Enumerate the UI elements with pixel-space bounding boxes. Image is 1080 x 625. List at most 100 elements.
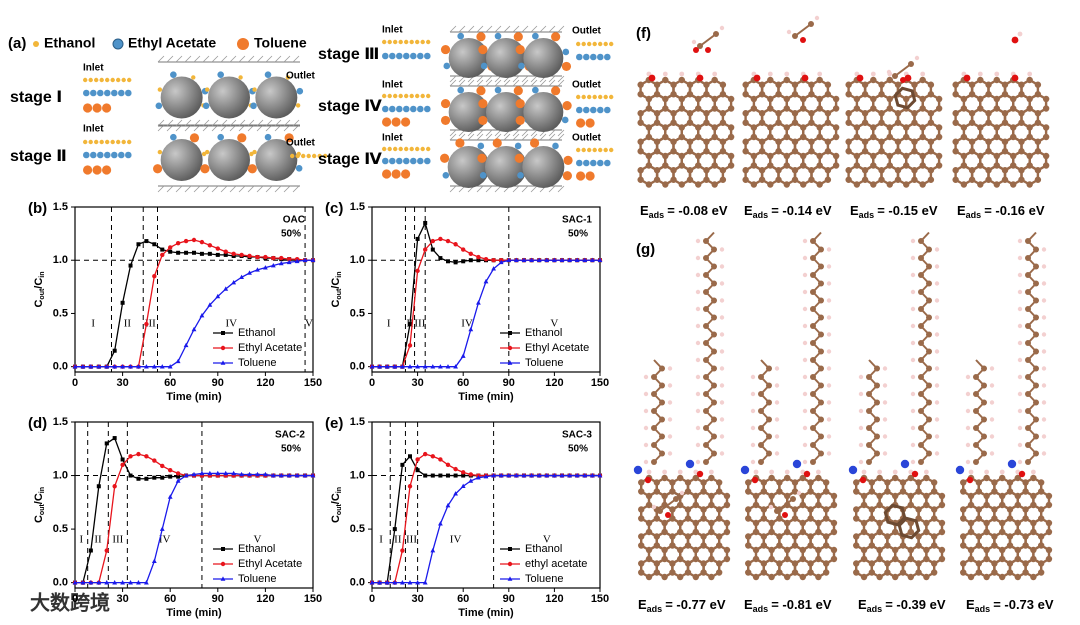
gas-molecule — [99, 139, 104, 145]
energy-symbol: E — [638, 597, 647, 612]
wall-hatch — [166, 55, 174, 63]
carbon-atom — [760, 569, 768, 576]
carbon-atom — [1025, 425, 1031, 431]
data-point — [369, 580, 375, 585]
bond — [894, 63, 912, 77]
carbon-atom — [818, 416, 824, 423]
panel-label: (a) — [8, 35, 26, 52]
data-point — [514, 257, 519, 263]
gas-molecule — [102, 165, 112, 175]
carbon-atom — [659, 450, 665, 457]
carbon-atom — [700, 560, 707, 567]
panel-label: (b) — [28, 200, 47, 217]
carbon-atom — [911, 176, 918, 183]
carbon-atom — [767, 152, 774, 160]
adsorbed-molecule — [561, 61, 572, 72]
hydrogen-atom — [802, 391, 808, 397]
carbon-atom — [952, 138, 959, 145]
data-point — [239, 252, 244, 258]
y-tick-label: 1.5 — [350, 416, 365, 428]
data-point — [255, 254, 260, 260]
y-tick-label: 0.0 — [53, 577, 68, 589]
energy-value: = -0.08 eV — [667, 203, 728, 218]
carbon-atom — [703, 238, 709, 244]
hydrogen-atom — [651, 504, 657, 510]
data-point — [183, 238, 189, 244]
x-tick-label: 150 — [304, 593, 322, 605]
gas-molecule — [389, 52, 396, 60]
data-point — [207, 251, 212, 256]
adsorbent-sphere — [523, 38, 564, 78]
carbon-atom — [822, 506, 830, 513]
carbon-atom — [1037, 479, 1045, 486]
carbon-atom — [742, 138, 749, 145]
data-point — [221, 331, 225, 335]
carbon-atom — [700, 542, 707, 549]
carbon-atom — [1033, 280, 1039, 287]
x-tick-label: 150 — [591, 377, 609, 389]
carbon-atom — [791, 176, 799, 183]
carbon-atom — [930, 506, 938, 513]
data-point — [191, 326, 197, 332]
adsorbed-molecule — [170, 71, 177, 78]
carbon-atom — [911, 138, 918, 145]
data-point — [415, 468, 420, 473]
data-point — [96, 484, 101, 489]
gas-molecule — [94, 77, 99, 83]
carbon-atom — [711, 348, 717, 355]
hydrogen-atom — [934, 451, 940, 456]
gas-molecule — [404, 146, 409, 152]
wall-hatch — [530, 75, 538, 83]
plot-frame — [371, 206, 601, 373]
hydrogen-atom — [826, 332, 832, 337]
gas-molecule — [111, 151, 118, 159]
data-point — [476, 258, 481, 263]
nitrogen-atom — [792, 459, 802, 469]
gas-molecule — [105, 77, 110, 83]
wall-hatch — [265, 55, 273, 63]
carbon-atom — [684, 506, 692, 513]
adsorbed-molecule — [264, 71, 272, 78]
carbon-atom — [653, 533, 661, 540]
carbon-atom — [651, 408, 657, 414]
y-axis-label-part: in — [39, 271, 46, 277]
data-point — [215, 246, 220, 251]
carbon-atom — [723, 528, 731, 536]
carbon-atom — [758, 425, 764, 431]
gas-molecule — [583, 159, 590, 167]
data-point — [552, 472, 557, 478]
panel-label: (f) — [636, 25, 651, 42]
carbon-atom — [981, 450, 987, 457]
data-point — [445, 364, 451, 369]
carbon-atom — [918, 323, 924, 329]
legend-label: ethyl acetate — [525, 558, 587, 570]
carbon-atom — [868, 569, 876, 576]
gas-molecule — [401, 169, 411, 179]
gas-molecule — [301, 153, 306, 159]
data-point — [80, 364, 86, 369]
hydrogen-atom — [695, 391, 701, 397]
adsorbed-molecule — [551, 86, 561, 96]
carbon-atom — [653, 515, 661, 522]
carbon-atom — [645, 162, 653, 169]
gas-molecule — [597, 53, 604, 61]
wall-hatch — [512, 79, 520, 87]
adsorbed-molecule — [563, 155, 573, 165]
carbon-atom — [926, 314, 932, 321]
carbon-atom — [758, 167, 766, 174]
carbon-atom — [960, 533, 967, 540]
carbon-atom — [750, 95, 758, 103]
carbon-atom — [918, 238, 924, 244]
hydrogen-atom — [646, 71, 652, 77]
carbon-atom — [923, 528, 930, 536]
carbon-atom — [758, 119, 766, 126]
carbon-atom — [993, 152, 1000, 160]
wall-hatch — [193, 55, 201, 63]
carbon-atom — [653, 138, 661, 145]
gas-molecule — [417, 105, 424, 113]
carbon-atom — [791, 542, 799, 549]
gas-molecule — [382, 93, 387, 99]
carbon-atom — [677, 546, 684, 554]
data-point — [508, 331, 512, 335]
gas-molecule — [410, 157, 417, 165]
